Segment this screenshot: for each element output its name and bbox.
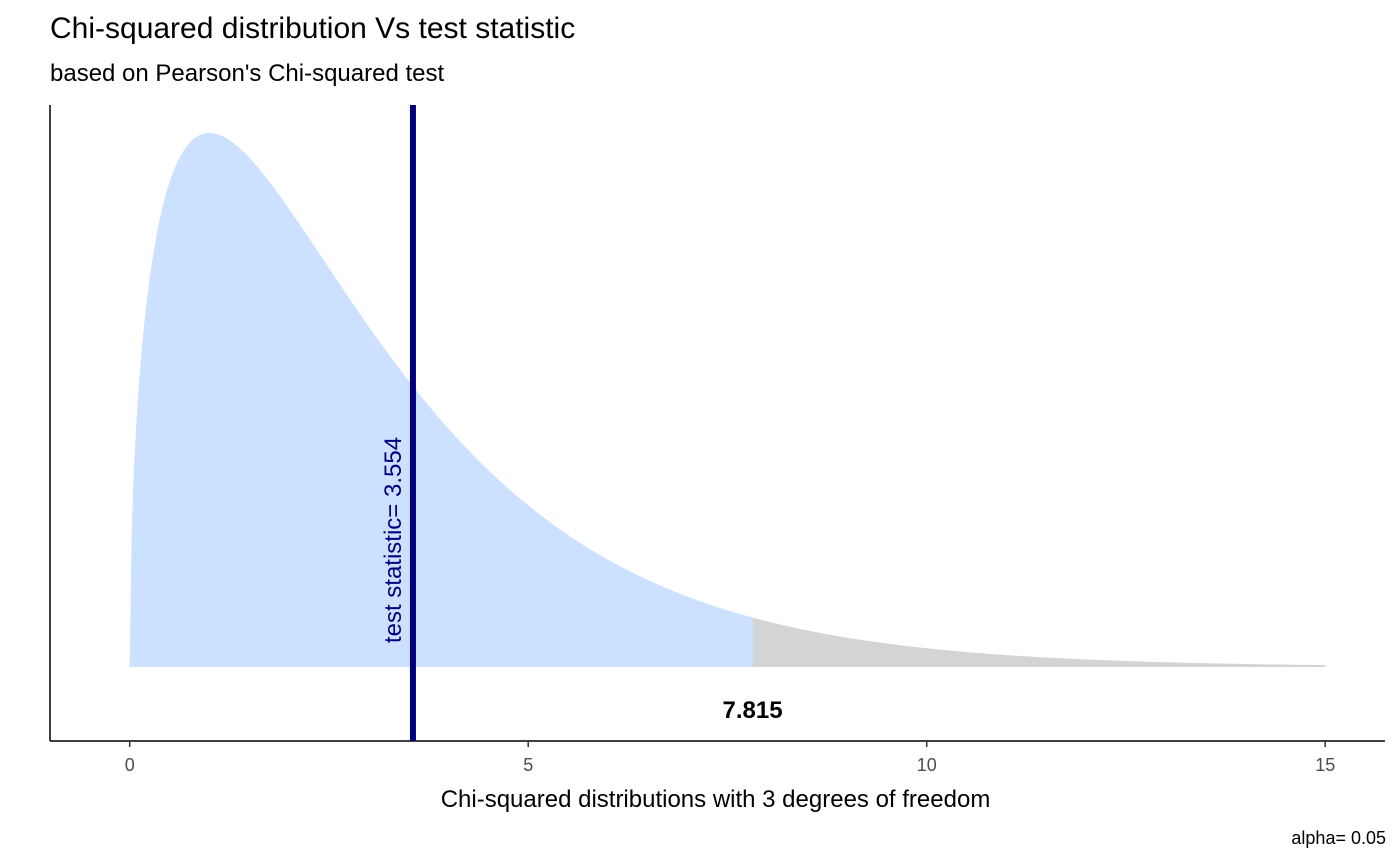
x-axis-label: Chi-squared distributions with 3 degrees… xyxy=(441,786,991,813)
x-tick-label: 0 xyxy=(125,755,135,775)
acceptance-region-area xyxy=(129,133,753,667)
x-tick-label: 5 xyxy=(523,755,533,775)
critical-value-label: 7.815 xyxy=(723,697,783,724)
x-tick-label: 15 xyxy=(1315,755,1335,775)
x-tick-label: 10 xyxy=(917,755,937,775)
test-statistic-label: test statistic= 3.554 xyxy=(380,437,407,643)
chart-subtitle: based on Pearson's Chi-squared test xyxy=(50,60,445,87)
chart-title: Chi-squared distribution Vs test statist… xyxy=(50,12,576,45)
rejection-region-area xyxy=(752,617,1326,667)
alpha-caption: alpha= 0.05 xyxy=(1291,828,1386,848)
